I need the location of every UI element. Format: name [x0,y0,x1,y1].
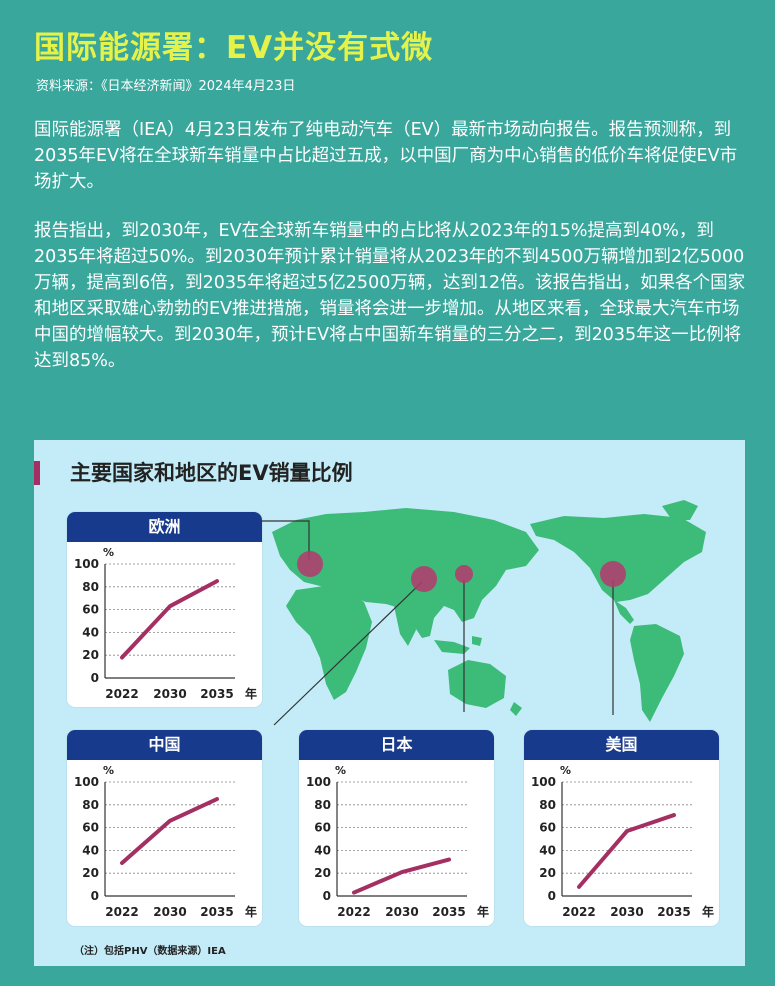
chart-card-usa: 美国 % 0 20 40 60 80 100 2022 2030 2035 年 [524,730,719,926]
y-tick-label: 40 [539,843,556,857]
page-title: 国际能源署：EV并没有式微 [34,30,434,66]
chart-panel: 主要国家和地区的EV销量比例 （注）包括PHV（数据来源）IEA 欧洲 % 0 20… [34,440,745,966]
source-line: 资料来源：《日本经济新闻》2024年4月23日 [36,79,296,94]
x-unit-label: 年 [702,904,714,919]
series-line [120,797,219,865]
y-unit-label: % [103,764,114,777]
x-tick-label: 2035 [657,905,690,919]
x-tick-label: 2022 [337,905,370,919]
connector-china [273,581,423,726]
y-tick-label: 80 [82,798,99,812]
world-map [262,500,706,726]
x-tick-label: 2022 [105,905,138,919]
panel-title: 主要国家和地区的EV销量比例 [70,461,353,485]
connector-europe [262,520,310,560]
title-accent-bar [34,461,40,485]
x-tick-label: 2030 [153,687,186,701]
chart-title: 日本 [299,730,494,760]
chart-title: 美国 [524,730,719,760]
x-tick-label: 2035 [200,905,233,919]
y-tick-label: 60 [82,603,99,617]
series-line [120,579,219,660]
y-tick-label: 0 [323,889,331,903]
x-tick-label: 2022 [105,687,138,701]
y-tick-label: 40 [82,625,99,639]
footnote: （注）包括PHV（数据来源）IEA [74,946,226,957]
y-tick-label: 40 [82,843,99,857]
chart-card-japan: 日本 % 0 20 40 60 80 100 2022 2030 2035 年 [299,730,494,926]
chart-card-china: 中国 % 0 20 40 60 80 100 2022 2030 2035 年 [67,730,262,926]
y-tick-label: 20 [314,866,331,880]
article-paragraph-1: 国际能源署（IEA）4月23日发布了纯电动汽车（EV）最新市场动向报告。报告预测… [34,120,738,192]
map-land [272,500,706,722]
y-tick-label: 100 [531,775,556,789]
x-tick-label: 2035 [432,905,465,919]
chart-title: 中国 [67,730,262,760]
line-chart-china: % 0 20 40 60 80 100 2022 2030 2035 年 [74,764,257,919]
x-unit-label: 年 [245,904,257,919]
marker-europe [297,551,323,577]
connector-lines [262,520,614,726]
y-tick-label: 60 [539,821,556,835]
y-tick-label: 80 [539,798,556,812]
article-paragraph-2: 报告指出，到2030年，EV在全球新车销量中的占比将从2023年的15%提高到4… [34,221,746,371]
y-tick-label: 100 [74,557,99,571]
y-unit-label: % [335,764,346,777]
y-tick-label: 40 [314,843,331,857]
series-line [352,857,451,895]
marker-japan [455,565,473,583]
y-tick-label: 80 [82,580,99,594]
y-tick-label: 20 [82,866,99,880]
y-tick-label: 60 [314,821,331,835]
region-markers [297,551,626,592]
y-tick-label: 80 [314,798,331,812]
x-tick-label: 2035 [200,687,233,701]
chart-title: 欧洲 [67,512,262,542]
y-tick-label: 100 [74,775,99,789]
y-unit-label: % [103,546,114,559]
y-tick-label: 60 [82,821,99,835]
x-tick-label: 2030 [385,905,418,919]
line-chart-japan: % 0 20 40 60 80 100 2022 2030 2035 年 [306,764,489,919]
x-tick-label: 2030 [610,905,643,919]
y-tick-label: 0 [91,889,99,903]
y-tick-label: 0 [91,671,99,685]
x-unit-label: 年 [245,686,257,701]
line-chart-usa: % 0 20 40 60 80 100 2022 2030 2035 年 [531,764,714,919]
x-tick-label: 2030 [153,905,186,919]
x-tick-label: 2022 [562,905,595,919]
y-unit-label: % [560,764,571,777]
line-chart-europe: % 0 20 40 60 80 100 2022 2030 2035 年 [74,546,257,701]
marker-usa [600,561,626,587]
y-tick-label: 20 [82,648,99,662]
y-tick-label: 20 [539,866,556,880]
y-tick-label: 0 [548,889,556,903]
chart-card-europe: 欧洲 % 0 20 40 60 80 100 2022 2030 2035 年 [67,512,262,707]
x-unit-label: 年 [477,904,489,919]
series-line [577,813,676,889]
y-tick-label: 100 [306,775,331,789]
marker-china [411,566,437,592]
